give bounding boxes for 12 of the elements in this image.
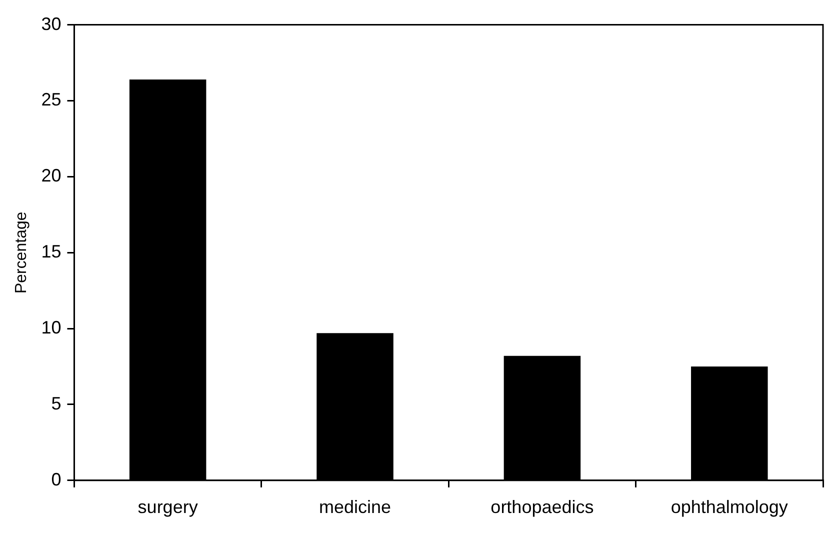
y-tick-label: 20 [41,166,62,186]
y-tick-label: 30 [41,14,62,34]
x-tick-label: surgery [138,497,198,518]
y-tick-label: 15 [41,242,62,262]
y-tick-label: 0 [51,469,62,490]
y-axis-title: Percentage [13,212,30,294]
x-tick-label: ophthalmology [670,497,788,518]
y-tick-label: 25 [41,90,62,110]
x-tick-label: medicine [318,497,392,518]
x-tick-label: orthopaedics [490,497,594,518]
y-tick-label: 5 [51,393,62,414]
y-tick-label: 10 [41,318,62,338]
